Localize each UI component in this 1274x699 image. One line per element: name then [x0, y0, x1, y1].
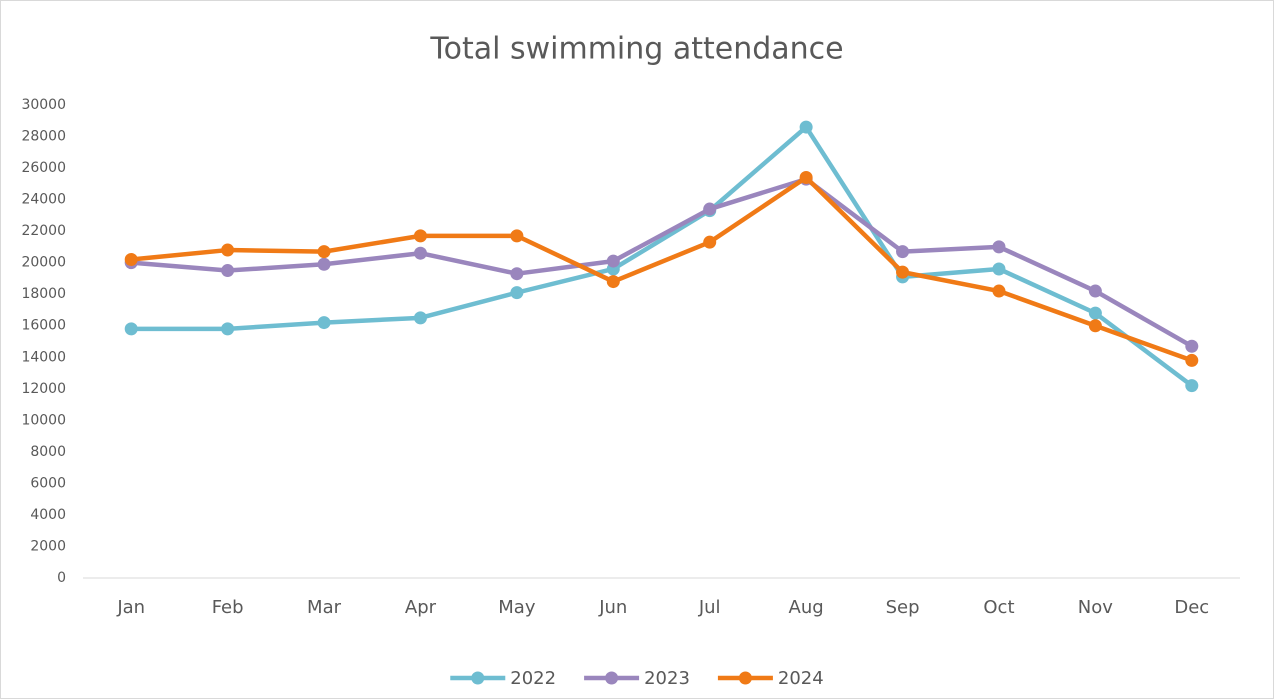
data-point — [606, 275, 620, 289]
data-point — [896, 245, 910, 259]
legend-marker — [471, 671, 485, 685]
y-tick-label: 6000 — [30, 475, 66, 491]
legend-label: 2023 — [644, 668, 690, 689]
data-point — [1088, 319, 1102, 333]
data-point — [992, 240, 1006, 254]
data-point — [703, 202, 717, 216]
y-tick-label: 8000 — [30, 444, 66, 460]
x-tick-label: Jun — [598, 597, 627, 618]
y-tick-label: 28000 — [21, 129, 66, 145]
legend-item: 2024 — [717, 668, 824, 689]
y-tick-label: 12000 — [21, 381, 66, 397]
data-point — [317, 245, 331, 259]
y-tick-label: 26000 — [21, 160, 66, 176]
data-point — [1185, 353, 1199, 367]
data-point — [1185, 379, 1199, 393]
data-point — [221, 264, 235, 278]
x-tick-label: Apr — [405, 597, 437, 618]
x-tick-label: Oct — [983, 597, 1014, 618]
data-point — [703, 235, 717, 249]
x-tick-label: Nov — [1078, 597, 1113, 618]
data-point — [317, 257, 331, 271]
data-point — [1088, 284, 1102, 298]
data-point — [1088, 306, 1102, 320]
legend-marker — [605, 671, 619, 685]
series-line — [130, 175, 1193, 363]
data-point — [413, 246, 427, 260]
y-tick-label: 20000 — [21, 255, 66, 271]
y-tick-label: 0 — [57, 570, 66, 586]
data-point — [510, 229, 524, 243]
data-point — [413, 229, 427, 243]
legend-item: 2022 — [450, 668, 556, 689]
y-tick-label: 2000 — [30, 538, 66, 554]
legend-label: 2022 — [510, 668, 556, 689]
data-point — [124, 322, 138, 336]
data-point — [510, 286, 524, 300]
data-point — [896, 265, 910, 279]
legend-item: 2023 — [584, 668, 690, 689]
y-tick-label: 22000 — [21, 223, 66, 239]
legend-marker — [738, 671, 752, 685]
data-point — [799, 171, 813, 185]
series-line — [131, 124, 1194, 388]
y-tick-label: 14000 — [21, 349, 66, 365]
y-tick-label: 30000 — [21, 97, 66, 113]
x-tick-label: Aug — [789, 597, 824, 618]
series-line — [131, 176, 1193, 349]
data-point — [799, 120, 813, 134]
y-tick-label: 10000 — [21, 412, 66, 428]
x-tick-label: Feb — [212, 597, 244, 618]
data-point — [221, 243, 235, 257]
chart-title: Total swimming attendance — [429, 32, 843, 67]
data-point — [510, 267, 524, 281]
data-point — [606, 254, 620, 268]
data-point — [124, 253, 138, 267]
y-tick-label: 4000 — [30, 507, 66, 523]
x-tick-label: Dec — [1174, 597, 1209, 618]
x-tick-label: Jul — [698, 597, 721, 618]
y-tick-label: 24000 — [21, 192, 66, 208]
data-point — [413, 311, 427, 325]
data-point — [221, 322, 235, 336]
data-point — [992, 284, 1006, 298]
x-tick-label: Jan — [116, 597, 145, 618]
y-tick-label: 16000 — [21, 318, 66, 334]
data-point — [1185, 339, 1199, 353]
x-tick-label: May — [498, 597, 536, 618]
y-tick-label: 18000 — [21, 286, 66, 302]
legend-label: 2024 — [778, 668, 824, 689]
data-point — [992, 262, 1006, 276]
data-point — [317, 316, 331, 330]
x-tick-label: Sep — [886, 597, 920, 618]
x-tick-label: Mar — [307, 597, 342, 618]
